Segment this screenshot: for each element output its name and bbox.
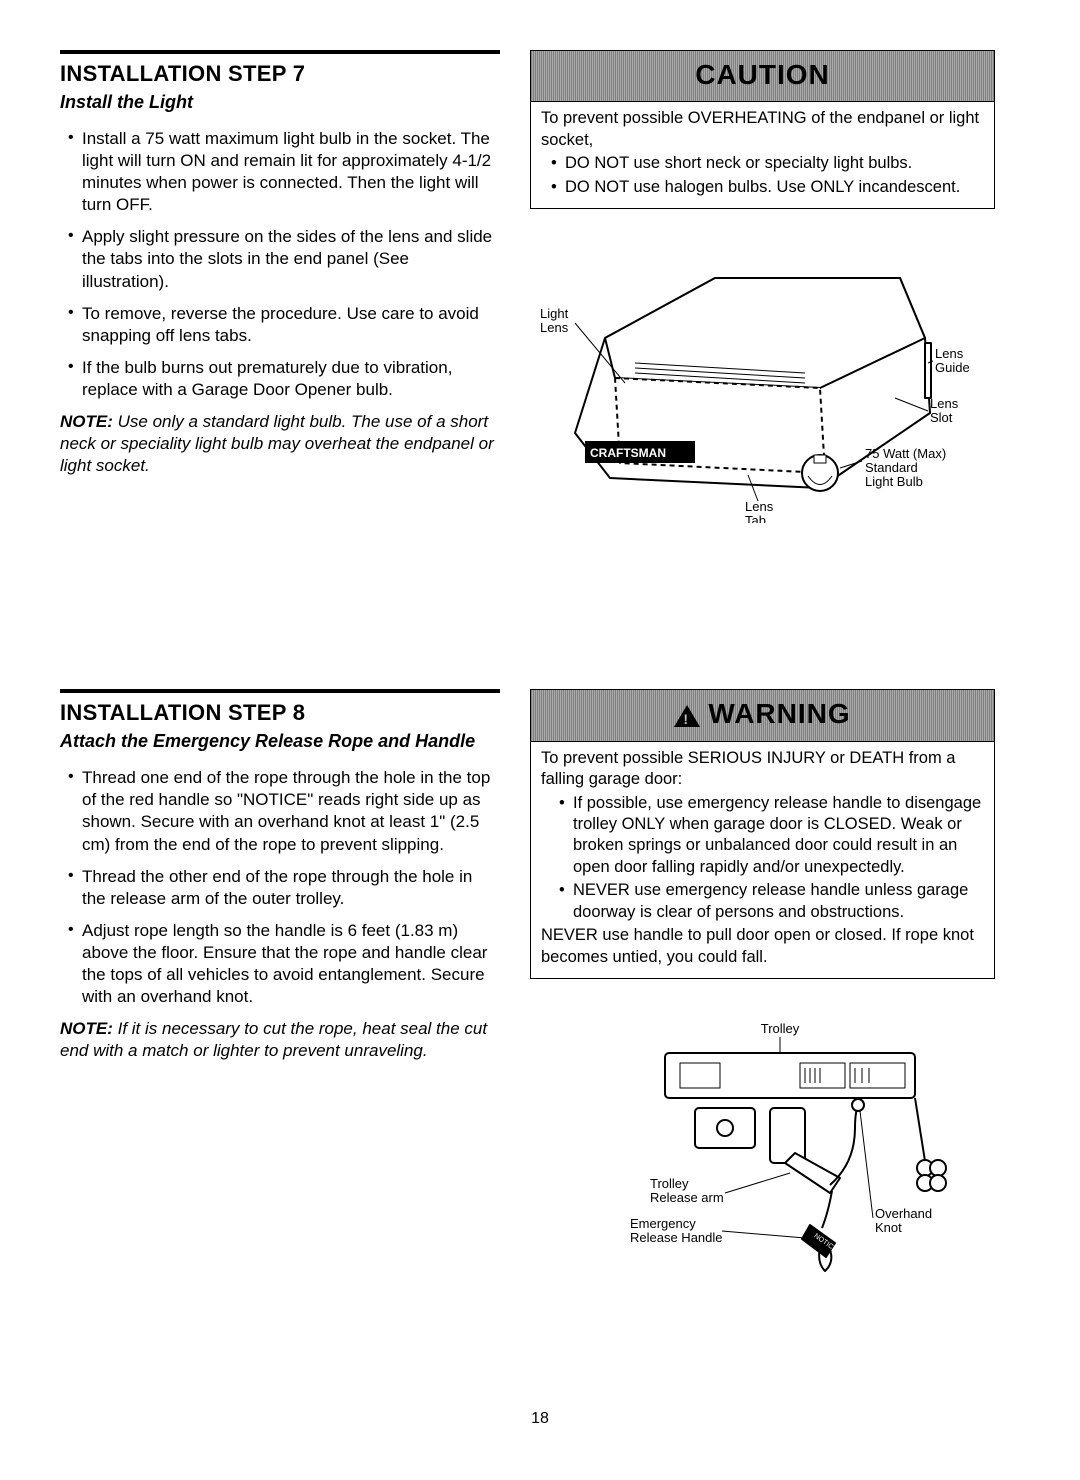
step-8-subtitle: Attach the Emergency Release Rope and Ha… xyxy=(60,730,500,753)
bullet: Adjust rope length so the handle is 6 fe… xyxy=(60,920,500,1008)
bullet: Apply slight pressure on the sides of th… xyxy=(60,226,500,292)
rule xyxy=(60,689,500,693)
page: INSTALLATION STEP 7 Install the Light In… xyxy=(60,50,1020,1289)
warning-intro: To prevent possible SERIOUS INJURY or DE… xyxy=(541,748,984,791)
step-7-note: NOTE: Use only a standard light bulb. Th… xyxy=(60,411,500,477)
label-release-arm: TrolleyRelease arm xyxy=(650,1176,724,1205)
label-lens-guide: LensGuide xyxy=(935,346,970,375)
warning-title: WARNING xyxy=(708,696,850,732)
note-label: NOTE: xyxy=(60,412,113,431)
label-handle: EmergencyRelease Handle xyxy=(630,1216,723,1245)
label-trolley: Trolley xyxy=(761,1021,800,1036)
warning-box: WARNING To prevent possible SERIOUS INJU… xyxy=(530,689,995,979)
bullet: If the bulb burns out prematurely due to… xyxy=(60,357,500,401)
label-light-lens: LightLens xyxy=(540,306,569,335)
caution-box: CAUTION To prevent possible OVERHEATING … xyxy=(530,50,995,209)
step-8-right-col: WARNING To prevent possible SERIOUS INJU… xyxy=(530,689,995,1289)
warning-outro: NEVER use handle to pull door open or cl… xyxy=(541,925,984,968)
light-lens-diagram: CRAFTSMAN LightLens LensGuide LensSlot 7… xyxy=(530,223,995,523)
bullet: Thread the other end of the rope through… xyxy=(60,866,500,910)
caution-bullet: DO NOT use halogen bulbs. Use ONLY incan… xyxy=(551,177,984,198)
trolley-diagram: Trolley TrolleyRelease arm EmergencyRele… xyxy=(530,1013,995,1283)
bullet: Install a 75 watt maximum light bulb in … xyxy=(60,128,500,216)
step-8-title: INSTALLATION STEP 8 xyxy=(60,699,500,728)
step-7-left-col: INSTALLATION STEP 7 Install the Light In… xyxy=(60,50,500,529)
step-8-bullets: Thread one end of the rope through the h… xyxy=(60,767,500,1008)
caution-intro: To prevent possible OVERHEATING of the e… xyxy=(541,108,984,151)
step-7-bullets: Install a 75 watt maximum light bulb in … xyxy=(60,128,500,401)
note-text: Use only a standard light bulb. The use … xyxy=(60,412,494,475)
note-text: If it is necessary to cut the rope, heat… xyxy=(60,1019,487,1060)
warning-bullet: If possible, use emergency release handl… xyxy=(559,793,984,879)
label-knot: OverhandKnot xyxy=(875,1206,932,1235)
rule xyxy=(60,50,500,54)
step-7-right-col: CAUTION To prevent possible OVERHEATING … xyxy=(530,50,995,529)
step-8-note: NOTE: If it is necessary to cut the rope… xyxy=(60,1018,500,1062)
bullet: To remove, reverse the procedure. Use ca… xyxy=(60,303,500,347)
page-number: 18 xyxy=(60,1409,1020,1430)
step-7-title: INSTALLATION STEP 7 xyxy=(60,60,500,89)
step-7-section: INSTALLATION STEP 7 Install the Light In… xyxy=(60,50,1020,529)
note-label: NOTE: xyxy=(60,1019,113,1038)
warning-body: To prevent possible SERIOUS INJURY or DE… xyxy=(531,742,994,978)
step-8-section: INSTALLATION STEP 8 Attach the Emergency… xyxy=(60,689,1020,1289)
caution-bullet: DO NOT use short neck or specialty light… xyxy=(551,153,984,174)
label-lens-slot: LensSlot xyxy=(930,396,959,425)
warning-icon xyxy=(674,705,700,727)
caution-title: CAUTION xyxy=(695,57,830,93)
label-lens-tab: LensTab xyxy=(745,499,774,523)
caution-body: To prevent possible OVERHEATING of the e… xyxy=(531,102,994,208)
step-8-left-col: INSTALLATION STEP 8 Attach the Emergency… xyxy=(60,689,500,1289)
warning-header: WARNING xyxy=(531,690,994,741)
bullet: Thread one end of the rope through the h… xyxy=(60,767,500,855)
warning-bullet: NEVER use emergency release handle unles… xyxy=(559,880,984,923)
caution-header: CAUTION xyxy=(531,51,994,102)
step-7-subtitle: Install the Light xyxy=(60,91,500,114)
brand-label: CRAFTSMAN xyxy=(590,446,666,460)
label-bulb: 75 Watt (Max)StandardLight Bulb xyxy=(865,446,946,489)
